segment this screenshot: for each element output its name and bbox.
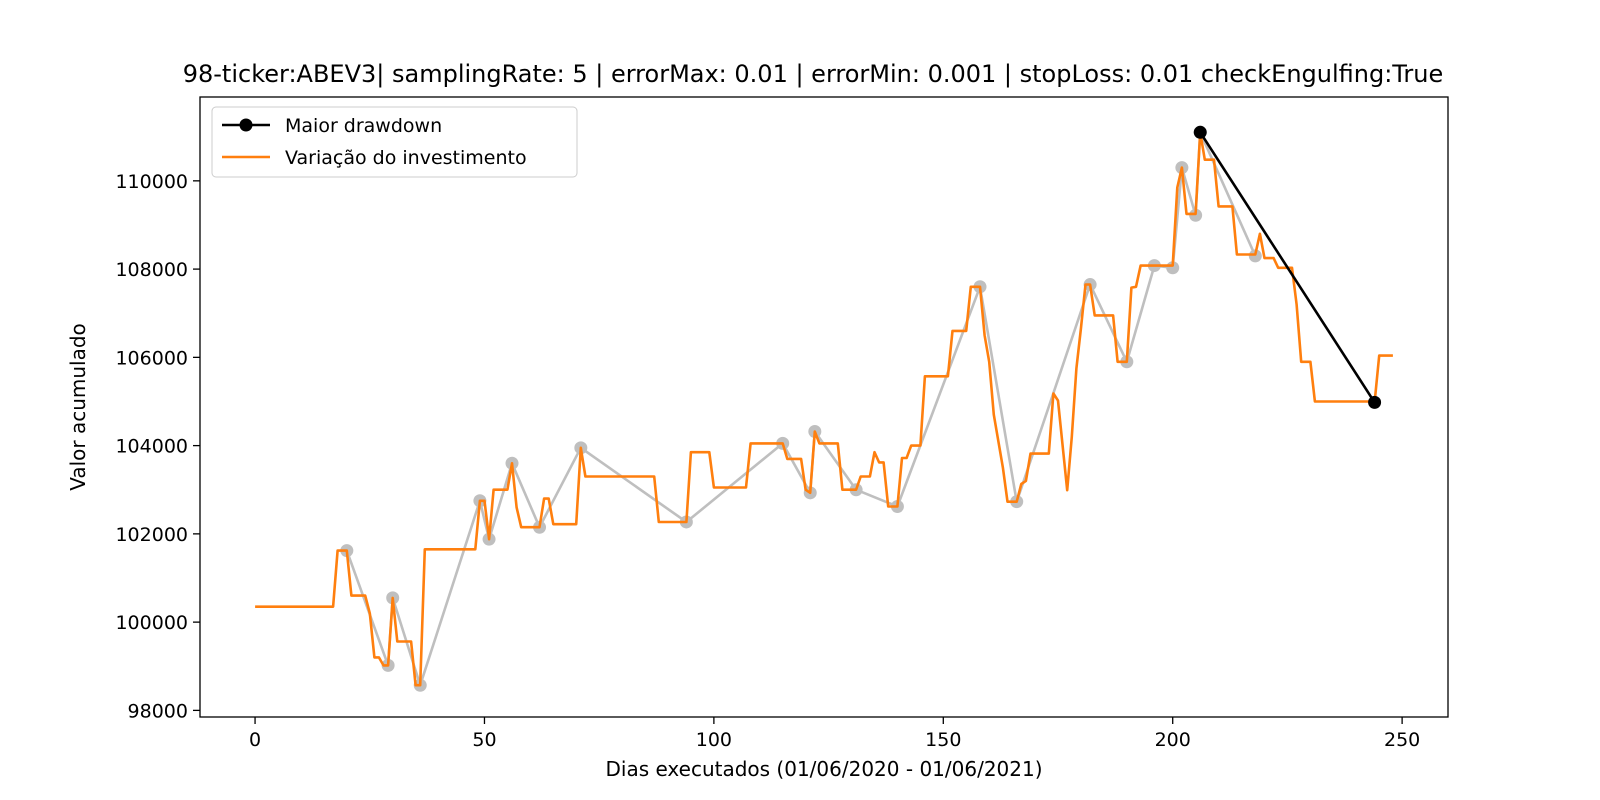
max-drawdown-series (1193, 125, 1382, 409)
legend-marker-max-drawdown (239, 118, 253, 132)
x-axis: 0 50 100 150 200 250 (249, 717, 1420, 751)
plot-area: 0 50 100 150 200 250 98000 100000 102000 104000 1… (115, 96, 1449, 751)
investment-line (255, 131, 1393, 687)
pivot-point (1189, 208, 1203, 222)
y-axis: 98000 100000 102000 104000 106000 108000 11000… (115, 171, 200, 722)
legend-box (211, 106, 578, 178)
max-drawdown-line (1199, 131, 1376, 404)
x-tick-label: 200 (1155, 729, 1191, 751)
y-tick-label: 106000 (115, 347, 188, 369)
chart-title: 98-ticker:ABEV3| samplingRate: 5 | error… (183, 60, 1444, 88)
y-tick-label: 98000 (128, 700, 188, 722)
y-tick-label: 110000 (115, 171, 188, 193)
y-tick-label: 104000 (115, 436, 188, 458)
max-drawdown-point (1368, 395, 1382, 409)
x-tick-label: 50 (472, 729, 496, 751)
pivot-point (1248, 249, 1262, 263)
x-tick-label: 250 (1384, 729, 1420, 751)
y-axis-label: Valor acumulado (66, 323, 90, 491)
x-tick-label: 0 (249, 729, 261, 751)
y-tick-label: 102000 (115, 524, 188, 546)
y-tick-label: 100000 (115, 612, 188, 634)
legend-label-investment: Variação do investimento (285, 147, 527, 169)
max-drawdown-point (1193, 125, 1207, 139)
x-tick-label: 150 (925, 729, 961, 751)
y-tick-label: 108000 (115, 259, 188, 281)
x-axis-label: Dias executados (01/06/2020 - 01/06/2021… (605, 757, 1042, 781)
x-tick-label: 100 (696, 729, 732, 751)
investment-variation-series (255, 131, 1393, 687)
legend-label-max-drawdown: Maior drawdown (285, 115, 442, 137)
plot-frame (199, 96, 1449, 718)
legend: Maior drawdown Variação do investimento (211, 106, 578, 178)
